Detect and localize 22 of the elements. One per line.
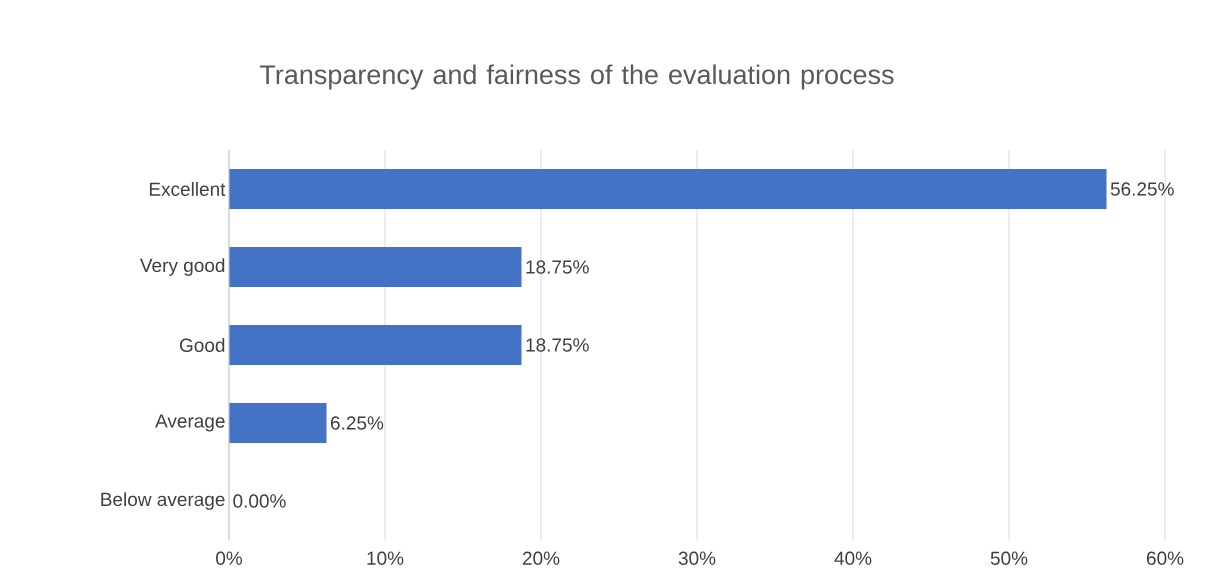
x-tick-label: 30% [678,551,716,565]
y-tick-label: Excellent [149,182,226,196]
y-tick-label: Very good [139,258,225,276]
x-tick-label: 0% [216,551,243,565]
y-tick-label: Average [155,414,225,432]
y-tick-label: Below average [101,492,225,510]
x-tick-label: 40% [834,551,872,565]
chart-title: Transparency and fairness of the evaluation process [259,64,894,90]
data-label: 18.75% [526,338,589,352]
x-tick-label: 50% [990,551,1028,565]
y-tick-label: Good [179,338,225,352]
x-tick-label: 20% [522,551,560,565]
x-tick-label: 60% [1146,551,1184,565]
data-label: 56.25% [1110,182,1174,196]
bar [229,325,522,365]
data-label: 6.25% [330,416,384,430]
bar [229,247,522,287]
data-label: 18.75% [526,260,589,274]
bar [229,169,1107,209]
bar [229,403,327,443]
x-tick-label: 10% [367,551,404,565]
data-label: 0.00% [233,494,286,508]
